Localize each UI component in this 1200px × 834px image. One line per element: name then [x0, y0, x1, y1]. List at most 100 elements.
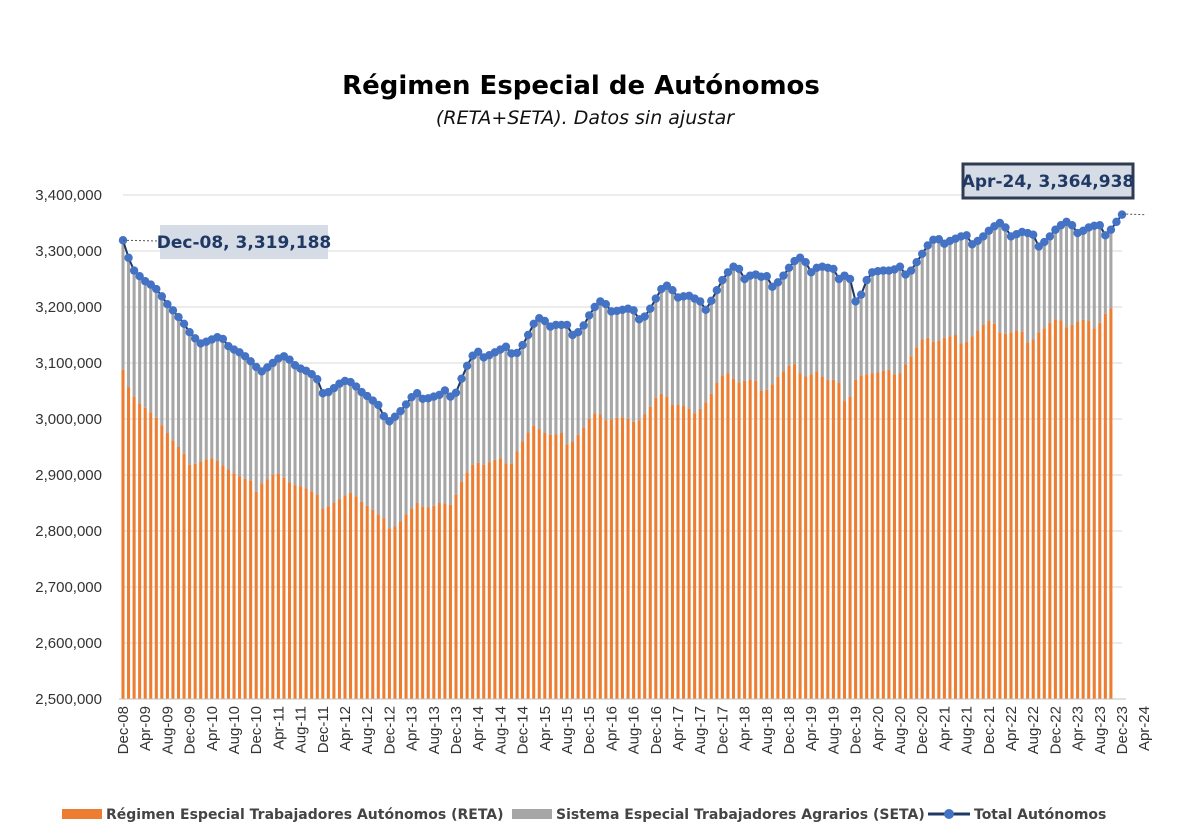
x-tick-label: Dec-21: [981, 706, 998, 754]
seta-bar: [188, 332, 192, 465]
x-tick-label: Aug-12: [359, 706, 376, 754]
seta-bar: [276, 358, 280, 474]
reta-bar: [304, 488, 308, 699]
seta-bar: [1087, 227, 1091, 321]
reta-bar: [249, 480, 253, 699]
total-point: [1045, 232, 1055, 241]
x-tick-label: Aug-15: [559, 706, 576, 754]
total-point: [962, 231, 971, 240]
reta-bar: [615, 417, 619, 699]
seta-bar: [626, 308, 630, 419]
total-point: [912, 258, 921, 267]
reta-bar: [509, 463, 514, 699]
reta-bar: [215, 461, 219, 699]
reta-bar: [559, 433, 563, 699]
total-point: [307, 370, 316, 379]
total-point: [218, 334, 228, 344]
reta-bar: [321, 508, 325, 699]
reta-bar: [804, 376, 808, 699]
seta-bar: [731, 266, 736, 379]
total-point: [651, 294, 660, 303]
reta-bar: [815, 371, 819, 699]
seta-bar: [743, 279, 747, 381]
seta-bar: [804, 262, 808, 377]
reta-bar: [482, 464, 486, 699]
callout-dec-08: Dec-08, 3,319,188: [122, 225, 331, 259]
reta-bar: [543, 433, 547, 699]
callout-box: [961, 162, 1135, 200]
y-tick-label: 3,100,000: [35, 355, 102, 372]
y-tick-label: 2,800,000: [35, 523, 102, 540]
reta-bar: [998, 332, 1002, 699]
x-tick-label: Aug-21: [959, 706, 976, 754]
x-tick-label: Apr-09: [137, 706, 154, 751]
reta-bar: [243, 478, 247, 699]
reta-bar: [504, 463, 508, 699]
reta-bar: [870, 373, 874, 699]
reta-bar: [915, 347, 919, 699]
seta-bar: [1076, 233, 1080, 322]
reta-bar: [276, 473, 280, 699]
reta-bar: [1020, 331, 1024, 699]
total-point: [856, 290, 866, 299]
x-tick-label: Dec-23: [1114, 706, 1131, 754]
reta-bar: [881, 370, 885, 699]
seta-bar: [781, 275, 785, 372]
seta-bar: [1042, 242, 1046, 329]
reta-bar: [587, 419, 591, 699]
total-point: [829, 264, 838, 274]
reta-bar: [421, 506, 425, 699]
reta-bar: [426, 507, 430, 699]
seta-bar: [282, 356, 286, 478]
total-point: [313, 375, 322, 384]
seta-bar: [831, 268, 835, 380]
reta-bar: [254, 491, 258, 699]
seta-bar: [987, 230, 991, 321]
legend-seta-label: Sistema Especial Trabajadores Agrarios (…: [556, 807, 925, 823]
seta-bar: [271, 363, 275, 475]
seta-bar: [598, 301, 602, 415]
seta-bar: [1048, 236, 1052, 323]
seta-bar: [226, 346, 230, 470]
seta-bar: [815, 267, 819, 372]
reta-bar: [387, 528, 391, 699]
seta-bar: [776, 282, 780, 377]
seta-bar: [215, 337, 219, 461]
reta-bar: [1087, 321, 1091, 699]
seta-bar: [937, 239, 941, 341]
reta-bar: [260, 483, 264, 699]
total-point: [696, 297, 705, 306]
reta-bar: [965, 341, 969, 699]
total-point: [124, 253, 133, 262]
y-axis-tick-labels: 2,500,000 2,600,000 2,700,000 2,800,000 2,90…: [35, 187, 102, 708]
reta-bar: [609, 419, 613, 699]
reta-bar: [770, 384, 774, 699]
seta-bar: [315, 379, 319, 495]
seta-bar: [1098, 225, 1102, 323]
x-tick-label: Dec-22: [1047, 706, 1064, 754]
seta-bar: [332, 388, 336, 503]
seta-bar: [454, 392, 458, 495]
reta-bar: [798, 373, 802, 699]
reta-bar: [1037, 332, 1041, 699]
reta-bar: [887, 369, 891, 699]
x-tick-label: Aug-13: [426, 706, 443, 754]
reta-bar: [515, 451, 519, 699]
reta-bar: [781, 371, 785, 699]
x-tick-label: Apr-24: [1136, 706, 1153, 751]
reta-bar: [1070, 324, 1074, 699]
total-point: [979, 232, 988, 241]
seta-bar: [898, 266, 902, 374]
reta-bar: [776, 377, 780, 699]
reta-bar: [1103, 313, 1107, 699]
reta-bar: [382, 518, 386, 699]
reta-bar: [1026, 342, 1030, 699]
reta-bar: [759, 391, 763, 699]
reta-bar: [787, 365, 791, 699]
seta-bar: [437, 394, 441, 503]
total-point: [451, 388, 461, 397]
seta-bar: [398, 411, 403, 522]
reta-bar: [471, 464, 475, 699]
legend-reta-swatch: [62, 809, 102, 819]
reta-bar: [1092, 328, 1096, 699]
